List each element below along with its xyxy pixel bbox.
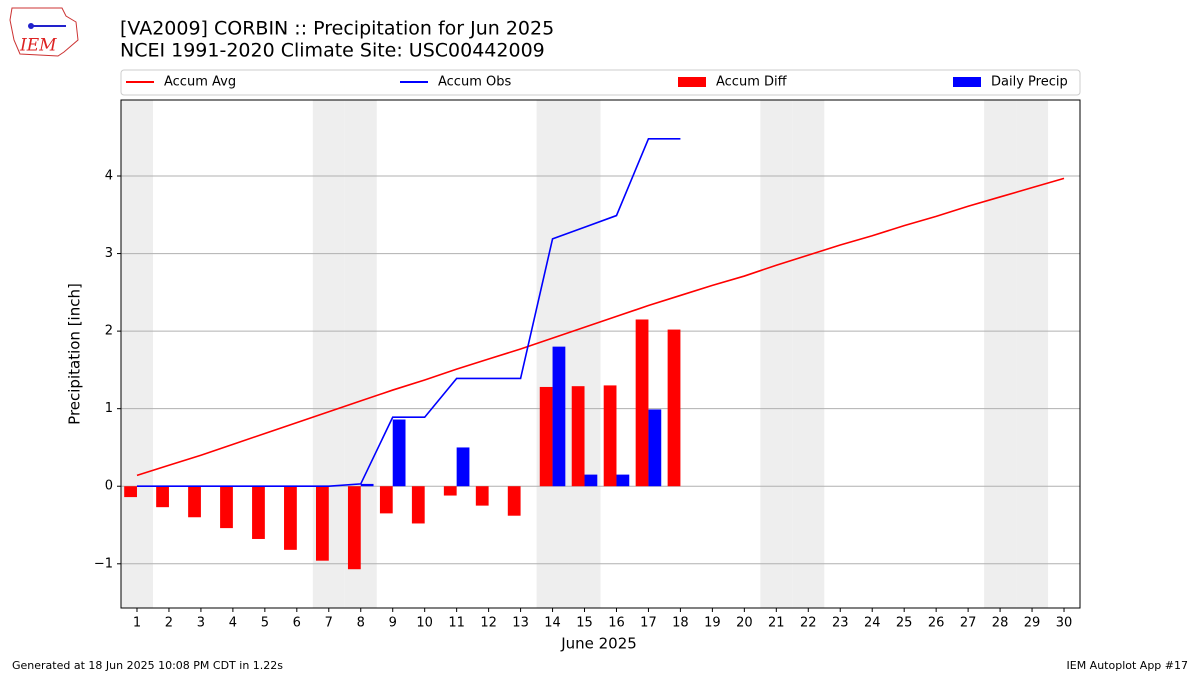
bar [584, 474, 598, 487]
x-tick-label: 30 [1056, 616, 1073, 631]
bar [616, 474, 630, 487]
bar [188, 486, 201, 518]
bar [443, 486, 457, 496]
x-tick-label: 4 [229, 616, 237, 631]
legend-label: Accum Diff [716, 75, 788, 90]
x-tick-label: 28 [992, 616, 1009, 631]
line [136, 177, 1065, 477]
logo-text: IEM [19, 36, 57, 56]
line [136, 137, 681, 488]
x-tick-label: 23 [832, 616, 849, 631]
bar [552, 346, 566, 487]
bar [360, 483, 374, 487]
x-tick-label: 10 [416, 616, 433, 631]
x-tick-label: 29 [1024, 616, 1041, 631]
x-tick-label: 2 [165, 616, 173, 631]
bar [475, 486, 489, 506]
bar [379, 486, 393, 514]
footer-right: IEM Autoplot App #17 [1067, 659, 1189, 672]
x-tick-label: 12 [480, 616, 497, 631]
bar [284, 486, 297, 550]
bar [539, 386, 553, 487]
legend-swatch [678, 77, 706, 87]
bar [124, 486, 137, 498]
x-tick-label: 13 [512, 616, 529, 631]
bar [635, 319, 649, 487]
bar [411, 486, 425, 524]
weekend-shade [568, 100, 601, 608]
x-tick-label: 20 [736, 616, 753, 631]
y-tick-label: 2 [105, 324, 113, 339]
weekend-shade [984, 100, 1017, 608]
x-tick-label: 27 [960, 616, 977, 631]
footer-left: Generated at 18 Jun 2025 10:08 PM CDT in… [12, 659, 283, 672]
bar [456, 447, 470, 487]
y-axis-label: Precipitation [inch] [66, 283, 84, 425]
x-tick-label: 26 [928, 616, 945, 631]
plot-frame [120, 99, 1081, 609]
x-tick-label: 25 [896, 616, 913, 631]
bar [220, 486, 233, 529]
bar [347, 486, 361, 570]
x-tick-label: 6 [293, 616, 301, 631]
bar [315, 486, 329, 561]
bar [571, 386, 585, 487]
x-tick-label: 3 [197, 616, 205, 631]
y-tick-label: 1 [105, 401, 113, 416]
weekend-shade [760, 100, 793, 608]
chart-title: [VA2009] CORBIN :: Precipitation for Jun… [120, 18, 554, 40]
x-tick-label: 15 [576, 616, 593, 631]
y-tick-label: −1 [94, 556, 113, 571]
x-tick-label: 18 [672, 616, 689, 631]
x-tick-label: 7 [325, 616, 333, 631]
logo-outline [9, 7, 79, 57]
chart-subtitle: NCEI 1991-2020 Climate Site: USC00442009 [120, 40, 545, 62]
x-tick-label: 24 [864, 616, 881, 631]
bar [156, 486, 169, 508]
x-tick-label: 14 [544, 616, 561, 631]
legend-label: Accum Obs [438, 75, 511, 90]
logo: IEM [9, 7, 79, 57]
x-tick-label: 17 [640, 616, 657, 631]
legend-box [120, 69, 1081, 96]
bar [392, 419, 406, 487]
legend-swatch [953, 77, 981, 87]
x-tick-label: 1 [133, 616, 141, 631]
x-tick-label: 16 [608, 616, 625, 631]
x-tick-label: 11 [448, 616, 465, 631]
y-tick-label: 0 [105, 479, 113, 494]
weekend-shade [792, 100, 825, 608]
bar [507, 486, 521, 516]
bar [603, 385, 617, 487]
legend-label: Accum Avg [164, 75, 236, 90]
x-tick-label: 8 [357, 616, 365, 631]
weekend-shade [121, 100, 153, 608]
bar [648, 409, 662, 487]
x-tick-label: 19 [704, 616, 721, 631]
y-tick-label: 3 [105, 246, 113, 261]
x-tick-label: 22 [800, 616, 817, 631]
bar [667, 329, 681, 487]
logo-dot [28, 23, 34, 29]
x-tick-label: 5 [261, 616, 269, 631]
y-tick-label: 4 [105, 169, 113, 184]
x-tick-label: 9 [389, 616, 397, 631]
legend-label: Daily Precip [991, 75, 1068, 90]
bar [252, 486, 265, 539]
x-tick-label: 21 [768, 616, 785, 631]
x-axis-label: June 2025 [560, 635, 637, 653]
